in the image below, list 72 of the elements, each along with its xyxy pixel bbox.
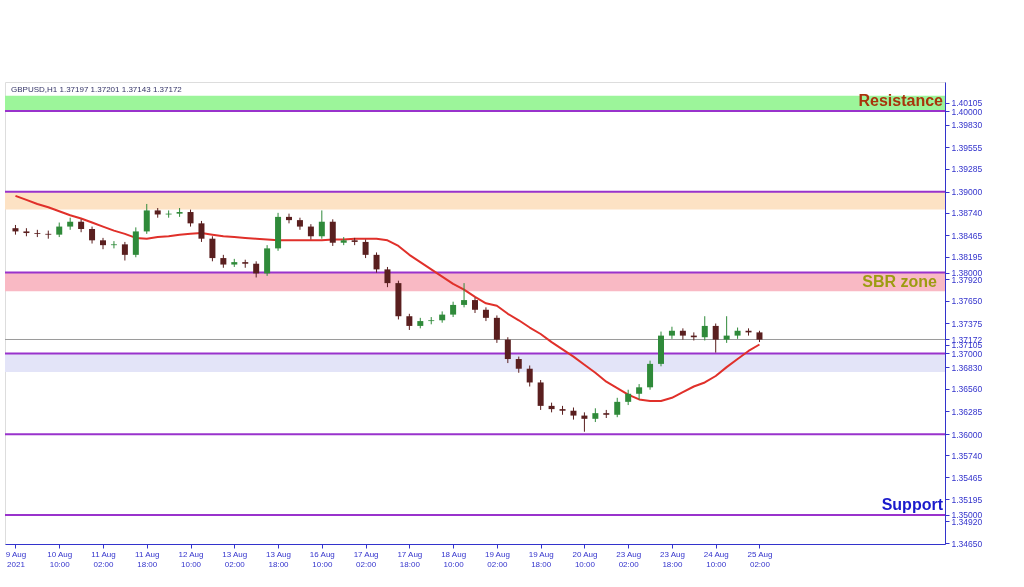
- x-tick-label: 12 Aug 10:00: [178, 549, 204, 569]
- y-tick-label: 1.34650: [951, 538, 983, 549]
- candlestick: [493, 314, 500, 344]
- candlestick: [614, 397, 621, 418]
- x-tick-label: 17 Aug 18:00: [397, 549, 423, 569]
- y-tick-label: 1.39555: [951, 142, 983, 153]
- y-tick-label: 1.38740: [951, 208, 983, 219]
- x-tick-label: 20 Aug 10:00: [572, 549, 598, 569]
- candlestick: [286, 213, 292, 224]
- x-tick-label: 16 Aug 10:00: [309, 549, 335, 569]
- candlestick: [318, 209, 325, 240]
- candlestick: [110, 240, 117, 249]
- candlestick: [78, 218, 85, 233]
- candlestick: [373, 251, 380, 274]
- candlestick: [100, 237, 106, 250]
- y-tick-label: 1.39000: [951, 187, 983, 198]
- candlestick: [384, 266, 391, 288]
- x-tick-label: 23 Aug 18:00: [659, 549, 685, 569]
- y-tick-label: 1.38465: [951, 230, 983, 241]
- candlestick: [143, 203, 150, 235]
- x-tick-label: 13 Aug 18:00: [266, 549, 292, 569]
- line-series: [14, 194, 761, 403]
- x-tick-label: 25 Aug 02:00: [747, 549, 773, 569]
- candlestick: [581, 411, 588, 433]
- y-tick-label: 1.35465: [951, 472, 983, 483]
- candlestick: [537, 379, 544, 411]
- x-tick-label: 19 Aug 02:00: [484, 549, 510, 569]
- ref-line-label: Support: [881, 495, 944, 513]
- y-tick-label: 1.36830: [951, 362, 983, 373]
- y-tick-label: 1.36560: [951, 384, 983, 395]
- candlestick: [461, 282, 468, 308]
- candlestick: [132, 226, 139, 258]
- x-tick-label: 9 Aug 2021: [5, 549, 27, 569]
- candlestick: [712, 323, 719, 354]
- candlestick: [198, 220, 205, 243]
- y-tick-label: 1.35740: [951, 450, 983, 461]
- x-tick-label: 10 Aug 10:00: [47, 549, 73, 569]
- x-tick-label: 24 Aug 10:00: [703, 549, 729, 569]
- y-tick-label: 1.40105: [951, 98, 983, 109]
- x-tick-label: 19 Aug 18:00: [528, 549, 554, 569]
- y-tick-label: 1.39830: [951, 120, 983, 131]
- candlestick: [307, 223, 314, 240]
- candlestick: [526, 365, 533, 387]
- annotation: GBPUSD,H1 1.37197 1.37201 1.37143 1.37172: [11, 85, 183, 94]
- candlestick: [668, 326, 675, 340]
- candlestick: [701, 315, 708, 341]
- candlestick: [209, 235, 216, 262]
- x-tick-label: 11 Aug 02:00: [91, 549, 116, 569]
- candlestick: [121, 241, 128, 261]
- y-tick-label: 1.37000: [951, 348, 983, 359]
- y-tick-label: 1.38195: [951, 252, 983, 263]
- x-tick-label: 23 Aug 02:00: [616, 549, 642, 569]
- y-tick-label: 1.37375: [951, 318, 983, 329]
- ref-line-label: Resistance: [858, 92, 944, 110]
- y-tick-label: 1.35195: [951, 494, 983, 505]
- x-tick-label: 13 Aug 02:00: [222, 549, 248, 569]
- candlestick: [329, 218, 336, 247]
- candlestick: [504, 336, 511, 364]
- x-tick-label: 17 Aug 02:00: [353, 549, 379, 569]
- band-label: SBR zone: [862, 272, 938, 290]
- candlestick: [362, 239, 369, 259]
- y-tick-label: 1.40000: [951, 106, 983, 117]
- candlestick: [636, 383, 643, 400]
- candlestick: [723, 315, 730, 344]
- y-tick-label: 1.36000: [951, 429, 983, 440]
- y-tick-label: 1.37650: [951, 296, 983, 307]
- x-tick-label: 11 Aug 18:00: [135, 549, 160, 569]
- y-tick-label: 1.36285: [951, 406, 983, 417]
- y-tick-label: 1.39285: [951, 164, 983, 175]
- candlestick: [679, 327, 686, 341]
- candlestick: [647, 360, 654, 391]
- x-tick-label: 18 Aug 10:00: [441, 549, 467, 569]
